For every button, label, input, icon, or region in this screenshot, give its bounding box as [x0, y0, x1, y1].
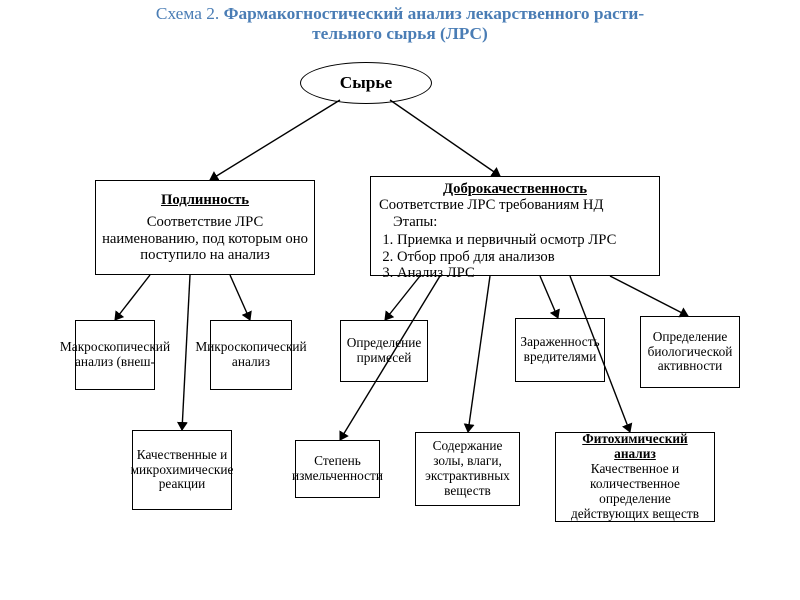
node-phytochemical: Фитохимический анализ Качественное и кол… — [555, 432, 715, 522]
edge-qual-to-pests — [540, 276, 558, 318]
quality-step-1: Приемка и первичный осмотр ЛРС — [397, 232, 651, 248]
node-quality: Доброкачественность Соответствие ЛРС тре… — [370, 176, 660, 276]
node-ash: Содержание золы, влаги, экстрактивных ве… — [415, 432, 520, 506]
node-bioactivity: Определение биологической активности — [640, 316, 740, 388]
diagram-canvas: { "meta": { "type": "flowchart", "canvas… — [0, 0, 800, 600]
node-grinding-label: Степень измельченности — [292, 454, 383, 484]
node-authenticity-body: Соответствие ЛРС наименованию, под котор… — [102, 214, 308, 263]
node-bioactivity-label: Определение биологической активности — [647, 330, 733, 375]
node-root-label: Сырье — [340, 73, 393, 93]
node-phytochemical-heading: Фитохимический анализ — [582, 431, 687, 461]
node-quality-heading: Доброкачественность — [443, 181, 587, 197]
edge-qual-to-ash — [468, 276, 490, 432]
node-impurities-label: Определение примесей — [347, 336, 422, 366]
node-macroscopic-label: Макроскопический анализ (внеш- — [60, 340, 170, 370]
node-reactions: Качественные и микрохимические реакции — [132, 430, 232, 510]
node-reactions-label: Качественные и микрохимические реакции — [131, 448, 234, 493]
node-root: Сырье — [300, 62, 432, 104]
title-line2: тельного сырья (ЛРС) — [312, 24, 488, 43]
node-macroscopic: Макроскопический анализ (внеш- — [75, 320, 155, 390]
edge-auth-to-micro — [230, 275, 250, 320]
title-prefix: Схема 2. — [156, 4, 224, 23]
node-pests-label: Зараженность вредителями — [520, 335, 599, 365]
edge-auth-to-react — [182, 275, 190, 430]
node-quality-sub: Соответствие ЛРС требованиям НД — [379, 197, 651, 213]
node-grinding: Степень измельченности — [295, 440, 380, 498]
node-phytochemical-body: Качественное и количественное определени… — [562, 462, 708, 522]
node-ash-label: Содержание золы, влаги, экстрактивных ве… — [422, 439, 513, 499]
edge-root-to-auth — [210, 100, 340, 180]
node-authenticity: Подлинность Соответствие ЛРС наименовани… — [95, 180, 315, 275]
node-authenticity-heading: Подлинность — [161, 192, 249, 208]
node-pests: Зараженность вредителями — [515, 318, 605, 382]
node-microscopic-label: Микроскопический анализ — [195, 340, 306, 370]
node-impurities: Определение примесей — [340, 320, 428, 382]
edge-root-to-qual — [390, 100, 500, 176]
quality-step-2: Отбор проб для анализов — [397, 249, 651, 265]
node-microscopic: Микроскопический анализ — [210, 320, 292, 390]
edge-qual-to-impur — [385, 276, 420, 320]
title-line1: Фармакогностический анализ лекарственног… — [224, 4, 645, 23]
edge-auth-to-macro — [115, 275, 150, 320]
node-quality-sub2: Этапы: — [393, 214, 651, 230]
edge-qual-to-bioact — [610, 276, 688, 316]
diagram-title: Схема 2. Фармакогностический анализ лека… — [80, 4, 720, 44]
quality-step-3: Анализ ЛРС — [397, 265, 651, 281]
node-quality-steps: Приемка и первичный осмотр ЛРС Отбор про… — [397, 232, 651, 281]
